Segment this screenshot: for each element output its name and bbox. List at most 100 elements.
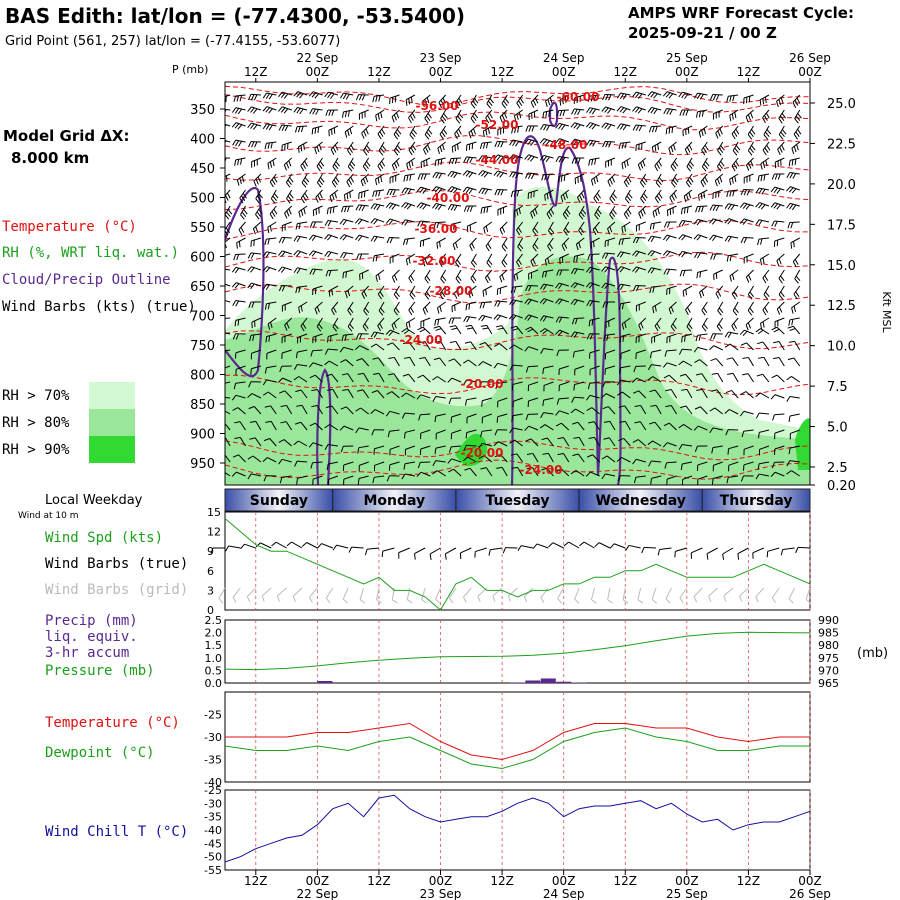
wind-barb-flag [417, 462, 421, 469]
wind-barb-flag [357, 478, 360, 485]
wind-barb-flag [424, 99, 428, 106]
wind-barb [345, 285, 354, 293]
wind-barb-flag [666, 108, 671, 115]
wind-barb-flag [424, 134, 430, 140]
wind-barb [652, 376, 662, 383]
wind-barb-flag [217, 109, 220, 114]
wind-barb-flag [694, 406, 701, 410]
wind-barb [747, 301, 754, 311]
wind-barb-flag [404, 188, 409, 194]
wind-barb-flag [532, 210, 536, 217]
wind-barb [638, 390, 647, 399]
wind-barb-flag [285, 182, 291, 188]
wind-barb-flag [780, 115, 785, 121]
wind-barb-flag [480, 324, 487, 327]
wind-barb-flag [469, 245, 473, 251]
wind-barb-flag [541, 467, 548, 471]
wind-barb-flag [494, 189, 498, 196]
wind-barb-flag [570, 299, 575, 305]
wind-barb [332, 389, 339, 399]
wind-barb-flag [310, 350, 314, 357]
wind-barb-flag [525, 285, 529, 292]
wind-barb-flag [408, 161, 412, 168]
wind-barb-grid-flag [665, 598, 671, 604]
wind-barb-flag [622, 93, 627, 100]
wind-barb-flag [619, 267, 625, 273]
wind-barb-flag [416, 186, 422, 193]
wind-barb-flag [510, 191, 514, 198]
wind-barb-flag [270, 142, 273, 149]
wind-barb-flag [295, 352, 298, 359]
wind-barb [253, 221, 262, 229]
wind-barb [328, 333, 339, 337]
wind-barb-flag [508, 154, 514, 160]
wind-barb-grid-flag [246, 596, 251, 603]
wind-barb-flag [526, 467, 533, 470]
wind-barb [774, 413, 785, 416]
wind-barb [343, 333, 354, 336]
wind-barb-flag [347, 310, 352, 316]
wind-barb-flag [496, 315, 502, 321]
wind-barb [328, 205, 339, 209]
wind-barb-10m-flag [255, 542, 261, 548]
wind-barb-flag [247, 473, 252, 480]
wind-barb-flag [621, 303, 624, 310]
wind-barb [286, 189, 293, 199]
wind-barb-flag [654, 305, 657, 312]
wind-barb-flag [747, 310, 753, 316]
wind-barb [266, 365, 277, 369]
wind-barb [574, 396, 585, 399]
wind-barb [513, 397, 523, 402]
wind-barb [253, 406, 262, 415]
wind-barb [666, 91, 677, 96]
wind-barb [404, 237, 415, 240]
wind-barb-flag [539, 138, 545, 144]
wind-barb [347, 317, 354, 327]
wind-barb-flag [572, 351, 575, 358]
wind-barb [362, 317, 370, 327]
wind-barb-flag [427, 113, 432, 119]
wind-barb-flag [758, 188, 763, 195]
wind-barb [389, 410, 400, 415]
wind-barb [298, 141, 308, 148]
wind-barb [420, 202, 431, 207]
wind-barb [666, 125, 677, 129]
wind-barb-flag [509, 427, 514, 434]
wind-barb-flag [217, 139, 221, 144]
wind-barb-flag [594, 227, 599, 233]
wind-barb-flag [278, 439, 285, 443]
wind-barb-flag [361, 94, 366, 101]
wind-barb-10m [445, 547, 457, 555]
wind-barb-flag [503, 112, 508, 119]
wind-barb-flag [432, 203, 437, 209]
wind-barb-flag [423, 173, 427, 180]
wind-barb-flag [724, 331, 729, 338]
wind-barb [238, 454, 246, 463]
wind-barb-flag [611, 176, 616, 183]
wind-barb-flag [435, 328, 442, 331]
wind-barb-flag [454, 158, 458, 165]
wind-barb [420, 413, 431, 416]
wind-barb-flag [487, 100, 493, 107]
wind-barb-flag [326, 388, 333, 391]
pressure-tick-label: 350 [190, 103, 215, 118]
wind-barb-flag [288, 160, 292, 167]
wind-barb [776, 94, 785, 102]
precip-bars [317, 678, 587, 683]
wind-barb-10m [752, 547, 765, 554]
wind-barb [439, 357, 447, 367]
wind-barb-flag [541, 174, 544, 181]
wind-barb [543, 154, 554, 159]
wind-barb [516, 453, 524, 463]
wind-barb-flag [373, 204, 378, 210]
wind-barb-flag [432, 396, 437, 403]
wind-barb-flag [761, 188, 766, 195]
wind-barb-flag [530, 102, 535, 108]
wind-barb [375, 343, 385, 351]
wind-barb-flag [516, 273, 519, 280]
wind-barb-flag [312, 269, 316, 275]
wind-barb [778, 125, 785, 135]
wind-barb [546, 205, 554, 214]
wind-barb-flag [674, 177, 679, 183]
wind-barb [594, 205, 601, 215]
